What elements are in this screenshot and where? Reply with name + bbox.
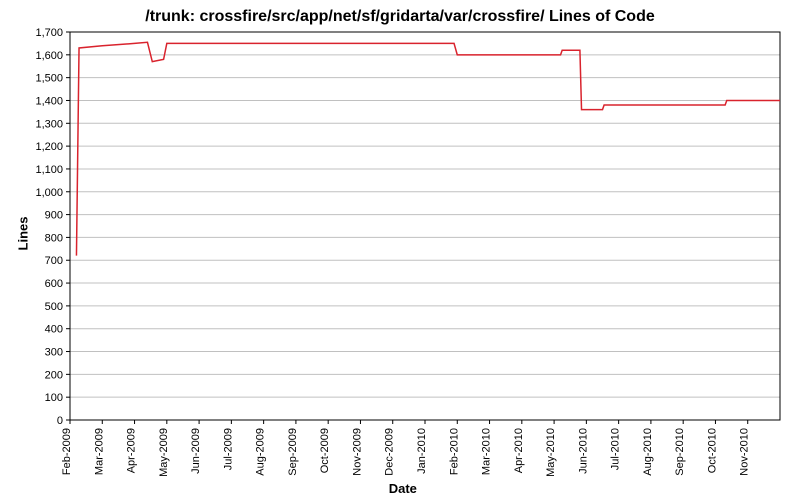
ytick-label: 1,400 — [35, 95, 63, 107]
ytick-label: 600 — [45, 278, 63, 290]
xtick-label: Feb-2009 — [61, 428, 73, 475]
xtick-label: Dec-2009 — [384, 428, 396, 476]
ytick-label: 0 — [57, 415, 63, 427]
ytick-label: 500 — [45, 301, 63, 313]
ytick-label: 1,700 — [35, 27, 63, 39]
ytick-label: 400 — [45, 324, 63, 336]
xtick-label: Apr-2009 — [126, 428, 138, 473]
xtick-label: Jul-2009 — [222, 428, 234, 470]
xtick-label: Aug-2010 — [642, 428, 654, 476]
xtick-label: Oct-2010 — [706, 428, 718, 473]
xtick-label: Apr-2010 — [513, 428, 525, 473]
chart-container: /trunk: crossfire/src/app/net/sf/gridart… — [0, 0, 800, 500]
xtick-label: Sep-2009 — [287, 428, 299, 476]
xtick-label: Aug-2009 — [255, 428, 267, 476]
xtick-label: Oct-2009 — [319, 428, 331, 473]
xtick-label: May-2010 — [545, 428, 557, 477]
ytick-label: 300 — [45, 347, 63, 359]
xtick-label: May-2009 — [158, 428, 170, 477]
ytick-label: 1,200 — [35, 141, 63, 153]
ytick-label: 1,500 — [35, 73, 63, 85]
ytick-label: 800 — [45, 232, 63, 244]
ytick-label: 700 — [45, 255, 63, 267]
xtick-label: Mar-2009 — [93, 428, 105, 475]
ytick-label: 200 — [45, 369, 63, 381]
xtick-label: Jun-2009 — [190, 428, 202, 474]
ytick-label: 1,000 — [35, 187, 63, 199]
xtick-label: Nov-2009 — [351, 428, 363, 476]
chart-svg: 0 100 200 300 400 500 600 700 800 900 1,000 1,100 1,… — [0, 0, 800, 500]
ytick-label: 1,300 — [35, 118, 63, 130]
xtick-label: Jul-2010 — [610, 428, 622, 470]
xtick-label: Nov-2010 — [739, 428, 751, 476]
ytick-label: 100 — [45, 392, 63, 404]
ytick-label: 1,100 — [35, 164, 63, 176]
xtick-label: Sep-2010 — [674, 428, 686, 476]
ytick-label: 900 — [45, 210, 63, 222]
ytick-label: 1,600 — [35, 50, 63, 62]
xtick-label: Feb-2010 — [448, 428, 460, 475]
xtick-label: Jun-2010 — [577, 428, 589, 474]
xtick-label: Jan-2010 — [416, 428, 428, 474]
xtick-label: Mar-2010 — [481, 428, 493, 475]
